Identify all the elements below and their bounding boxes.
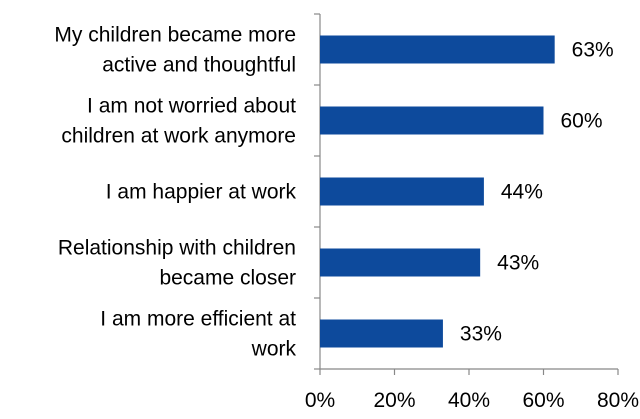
data-label: 63% [572, 39, 614, 62]
bars-group [320, 35, 555, 348]
data-label: 43% [497, 252, 539, 275]
category-label: work [251, 338, 297, 361]
category-label: I am happier at work [106, 181, 297, 204]
bar [320, 248, 481, 277]
x-tick-label: 0% [305, 389, 335, 412]
category-label: Relationship with children [58, 237, 296, 260]
bar [320, 35, 555, 64]
bar [320, 106, 544, 135]
category-label: I am more efficient at [100, 308, 296, 331]
category-label: became closer [159, 267, 296, 290]
axes-group: 0% 20% 40% 60% 80% [305, 13, 639, 412]
category-label: My children became more [54, 24, 296, 47]
x-tick-label: 80% [597, 389, 639, 412]
x-tick-label: 40% [448, 389, 490, 412]
bar [320, 319, 443, 348]
x-tick-label: 60% [522, 389, 564, 412]
bar [320, 177, 484, 206]
data-label: 44% [501, 181, 543, 204]
category-label: children at work anymore [61, 125, 296, 148]
data-label: 60% [560, 110, 602, 133]
data-label: 33% [460, 323, 502, 346]
labels-group: 63% My children became more active and tho… [54, 24, 613, 361]
x-tick-label: 20% [373, 389, 415, 412]
category-label: active and thoughtful [102, 54, 296, 77]
category-label: I am not worried about [87, 95, 296, 118]
